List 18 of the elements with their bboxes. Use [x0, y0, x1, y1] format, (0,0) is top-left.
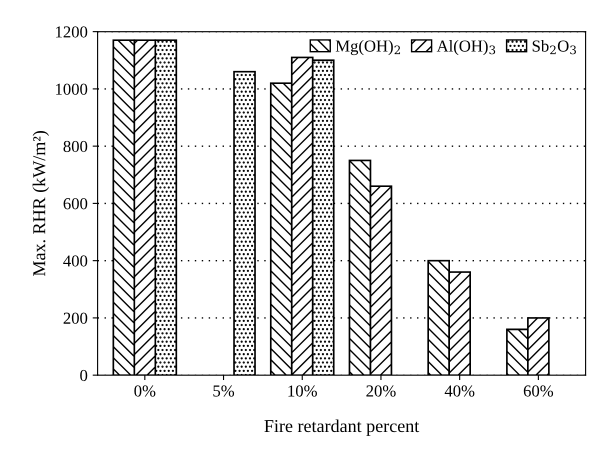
- legend-label: Al(OH)$_{3}$: [436, 40, 496, 56]
- x-tick-label: 10%: [288, 385, 317, 397]
- x-tick-label: 0%: [134, 385, 156, 397]
- y-tick-label: 1000: [56, 84, 88, 95]
- x-axis-title: Fire retardant percent: [264, 419, 420, 436]
- x-tick-label: 60%: [524, 385, 554, 397]
- legend-label: Sb$_{2}$O$_{3}$: [532, 40, 576, 54]
- x-tick-label: 5%: [213, 385, 234, 397]
- y-axis-title: Max. RHR (kW/m²): [32, 131, 49, 276]
- x-tick-label: 20%: [366, 385, 396, 397]
- y-tick-label: 800: [64, 140, 88, 152]
- legend-label: Mg(OH)$_{2}$: [336, 40, 400, 56]
- x-tick-label: 40%: [444, 385, 474, 397]
- y-tick-label: 400: [63, 255, 88, 267]
- y-tick-label: 0: [80, 370, 88, 382]
- y-tick-label: 200: [64, 312, 88, 324]
- y-tick-label: 1200: [56, 26, 88, 38]
- y-tick-label: 600: [64, 198, 88, 210]
